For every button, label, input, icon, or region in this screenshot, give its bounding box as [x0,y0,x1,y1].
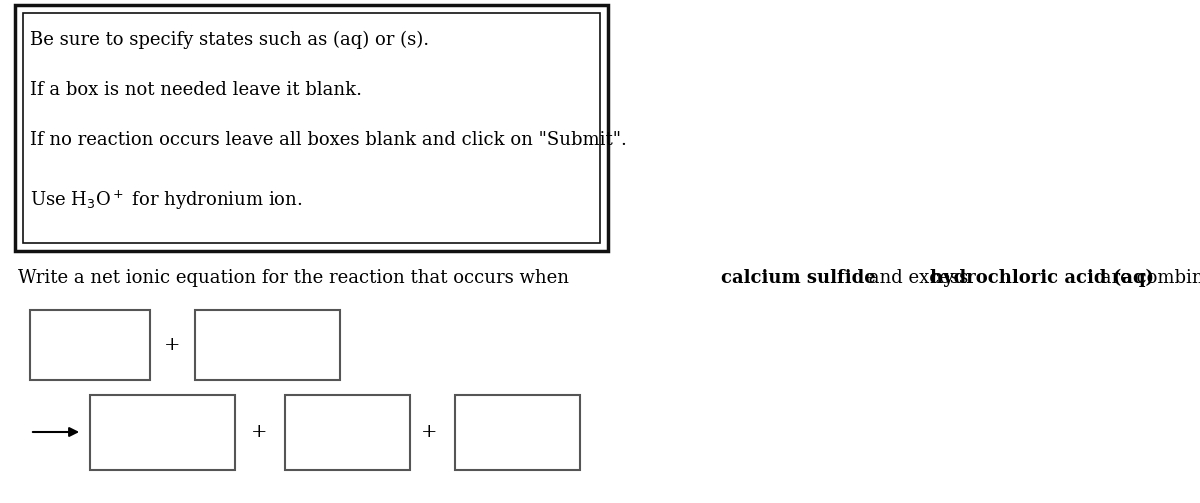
Text: If a box is not needed leave it blank.: If a box is not needed leave it blank. [30,81,362,99]
Bar [30,310,150,380]
Text: Use H$_3$O$^+$ for hydronium ion.: Use H$_3$O$^+$ for hydronium ion. [30,188,302,212]
Text: +: + [163,336,180,354]
Text: +: + [421,423,437,441]
Bar [23,13,600,243]
Text: Be sure to specify states such as (aq) or (s).: Be sure to specify states such as (aq) o… [30,31,430,49]
Text: are combined.: are combined. [1094,269,1200,287]
Bar [194,310,340,380]
Text: Write a net ionic equation for the reaction that occurs when: Write a net ionic equation for the react… [18,269,575,287]
Text: and excess: and excess [863,269,974,287]
Text: +: + [251,423,268,441]
Bar [286,395,410,470]
Text: If no reaction occurs leave all boxes blank and click on "Submit".: If no reaction occurs leave all boxes bl… [30,131,626,149]
Bar [14,5,608,251]
Text: hydrochloric acid (aq): hydrochloric acid (aq) [930,269,1154,287]
Text: calcium sulfide: calcium sulfide [721,269,876,287]
Bar [90,395,235,470]
Bar [455,395,580,470]
